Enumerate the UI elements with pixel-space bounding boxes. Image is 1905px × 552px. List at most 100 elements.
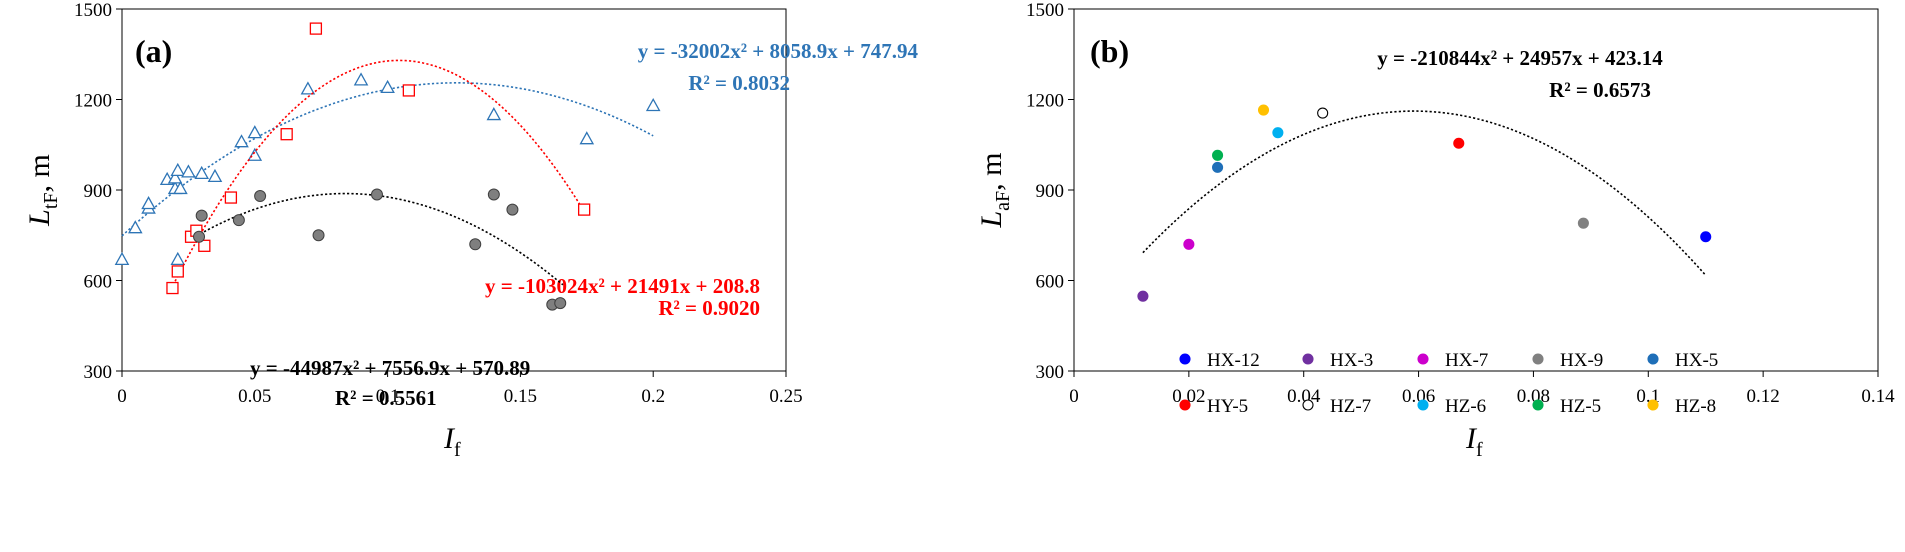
x-tick-label: 0.14: [1861, 386, 1895, 407]
y-tick-label: 900: [84, 181, 113, 202]
data-point-HZ-8: [1257, 104, 1270, 116]
fit-r2: R² = 0.6573: [1549, 78, 1651, 102]
data-point-circle: [254, 190, 267, 203]
legend-marker: [1417, 399, 1429, 411]
x-axis-title-main: I: [1465, 422, 1478, 455]
fit-equation-circles: y = -44987x² + 7556.9x + 570.89: [250, 356, 530, 380]
data-point-HX-3: [1137, 290, 1149, 302]
legend-item: HX-5: [1647, 350, 1718, 371]
data-point-HX-7: [1183, 238, 1195, 250]
fit-r2-circles: R² = 0.5561: [335, 386, 437, 410]
y-tick-label: 600: [84, 272, 113, 293]
x-axis-title-sub: f: [1476, 439, 1483, 461]
x-tick-label: 0.05: [238, 386, 271, 407]
legend-item: HZ-6: [1417, 396, 1486, 417]
data-point-triangle: [194, 165, 209, 180]
y-tick-label: 1200: [74, 91, 112, 112]
legend-label: HX-12: [1207, 350, 1260, 371]
y-axis-title-unit: , m: [975, 152, 1008, 190]
legend-label: HZ-6: [1445, 396, 1486, 417]
x-tick-label: 0.2: [641, 386, 665, 407]
fit-equation: y = -210844x² + 24957x + 423.14: [1377, 46, 1663, 70]
legend-item: HX-3: [1302, 350, 1373, 371]
x-tick-label: 0: [117, 386, 127, 407]
data-point-circle: [554, 297, 567, 310]
data-point-circle: [195, 209, 208, 222]
panel-label: (b): [1090, 33, 1129, 69]
legend-label: HZ-7: [1330, 396, 1371, 417]
legend-marker: [1647, 353, 1659, 365]
data-point-square: [402, 84, 415, 97]
data-point-triangle: [380, 79, 395, 94]
data-point-HZ-6: [1272, 127, 1284, 139]
legend-marker: [1532, 399, 1544, 411]
legend-marker: [1302, 353, 1314, 365]
data-point-triangle: [181, 164, 196, 178]
legend-marker: [1647, 399, 1659, 411]
data-point-square: [280, 128, 293, 141]
x-axis-title: If: [1465, 422, 1483, 461]
y-tick-label: 900: [1036, 181, 1065, 202]
data-point-square: [224, 191, 238, 204]
y-axis-title-unit: , m: [23, 154, 56, 192]
data-point-triangle: [170, 162, 186, 177]
x-axis-title: If: [443, 422, 461, 461]
x-axis-title-sub: f: [454, 439, 461, 461]
data-point-circle: [469, 238, 482, 251]
x-tick-label: 0.12: [1747, 386, 1780, 407]
data-point-HZ-7: [1317, 107, 1329, 119]
x-tick-label: 0.15: [504, 386, 537, 407]
legend-item: HX-12: [1179, 350, 1260, 371]
x-tick-label: 0.25: [769, 386, 802, 407]
panel-label: (a): [135, 33, 172, 69]
legend-marker: [1302, 399, 1314, 411]
data-point-triangle: [167, 170, 183, 184]
y-tick-label: 1500: [1026, 0, 1064, 21]
data-point-triangle: [645, 97, 661, 112]
series-circles: [193, 188, 567, 311]
y-axis-title: LtF, m: [23, 154, 62, 227]
data-point-triangle: [141, 196, 156, 210]
data-point-square: [166, 281, 179, 295]
data-point-HZ-5: [1212, 149, 1224, 161]
legend-item: HZ-5: [1532, 396, 1601, 417]
data-point-circle: [232, 214, 245, 227]
fit-curve: [1142, 110, 1707, 276]
y-tick-label: 300: [84, 362, 113, 383]
fit-equation-squares: y = -103024x² + 21491x + 208.8: [485, 274, 760, 298]
x-axis-title-main: I: [443, 422, 456, 455]
data-point-triangle: [234, 134, 249, 148]
y-axis-title: LaF, m: [975, 152, 1014, 228]
data-point-square: [198, 239, 211, 252]
data-point-triangle: [300, 81, 316, 95]
legend-item: HY-5: [1179, 396, 1248, 417]
y-tick-label: 600: [1036, 272, 1065, 293]
data-point-circle: [193, 230, 206, 243]
data-point-triangle: [247, 125, 263, 139]
data-point-triangle: [173, 180, 188, 195]
legend-label: HY-5: [1207, 396, 1248, 417]
y-axis-title-main: L: [23, 209, 56, 227]
data-point-triangle: [114, 251, 130, 265]
data-point-circle: [312, 229, 325, 242]
x-tick-label: 0: [1069, 386, 1079, 407]
data-point-circle: [487, 188, 500, 201]
data-point-triangle: [170, 251, 186, 265]
y-axis-title-sub: aF: [992, 191, 1014, 211]
legend-label: HX-9: [1560, 350, 1603, 371]
data-points: [1137, 104, 1712, 302]
data-point-HX-5: [1212, 161, 1224, 173]
fit-r2-triangles: R² = 0.8032: [688, 71, 790, 95]
x-tick-label: 0.1: [376, 386, 400, 407]
legend: HX-12 HX-3 HX-7 HX-9 HX-5 HY-5 HZ-7 HZ-6 HZ-5 HZ-…: [1179, 350, 1718, 417]
legend-marker: [1532, 353, 1544, 365]
legend-marker: [1179, 353, 1191, 365]
y-axis-title-sub: tF: [40, 192, 62, 209]
legend-item: HX-9: [1532, 350, 1603, 371]
data-point-circle: [370, 188, 383, 201]
legend-marker: [1417, 353, 1429, 365]
y-tick-label: 1200: [1026, 91, 1064, 112]
legend-label: HZ-5: [1560, 396, 1601, 417]
